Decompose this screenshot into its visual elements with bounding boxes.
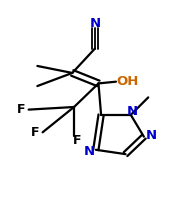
Text: N: N — [127, 104, 138, 117]
Text: F: F — [30, 126, 39, 139]
Text: N: N — [89, 17, 100, 30]
Text: N: N — [146, 129, 157, 142]
Text: F: F — [17, 103, 25, 116]
Text: N: N — [84, 145, 95, 158]
Text: F: F — [72, 134, 81, 147]
Text: OH: OH — [116, 75, 139, 88]
